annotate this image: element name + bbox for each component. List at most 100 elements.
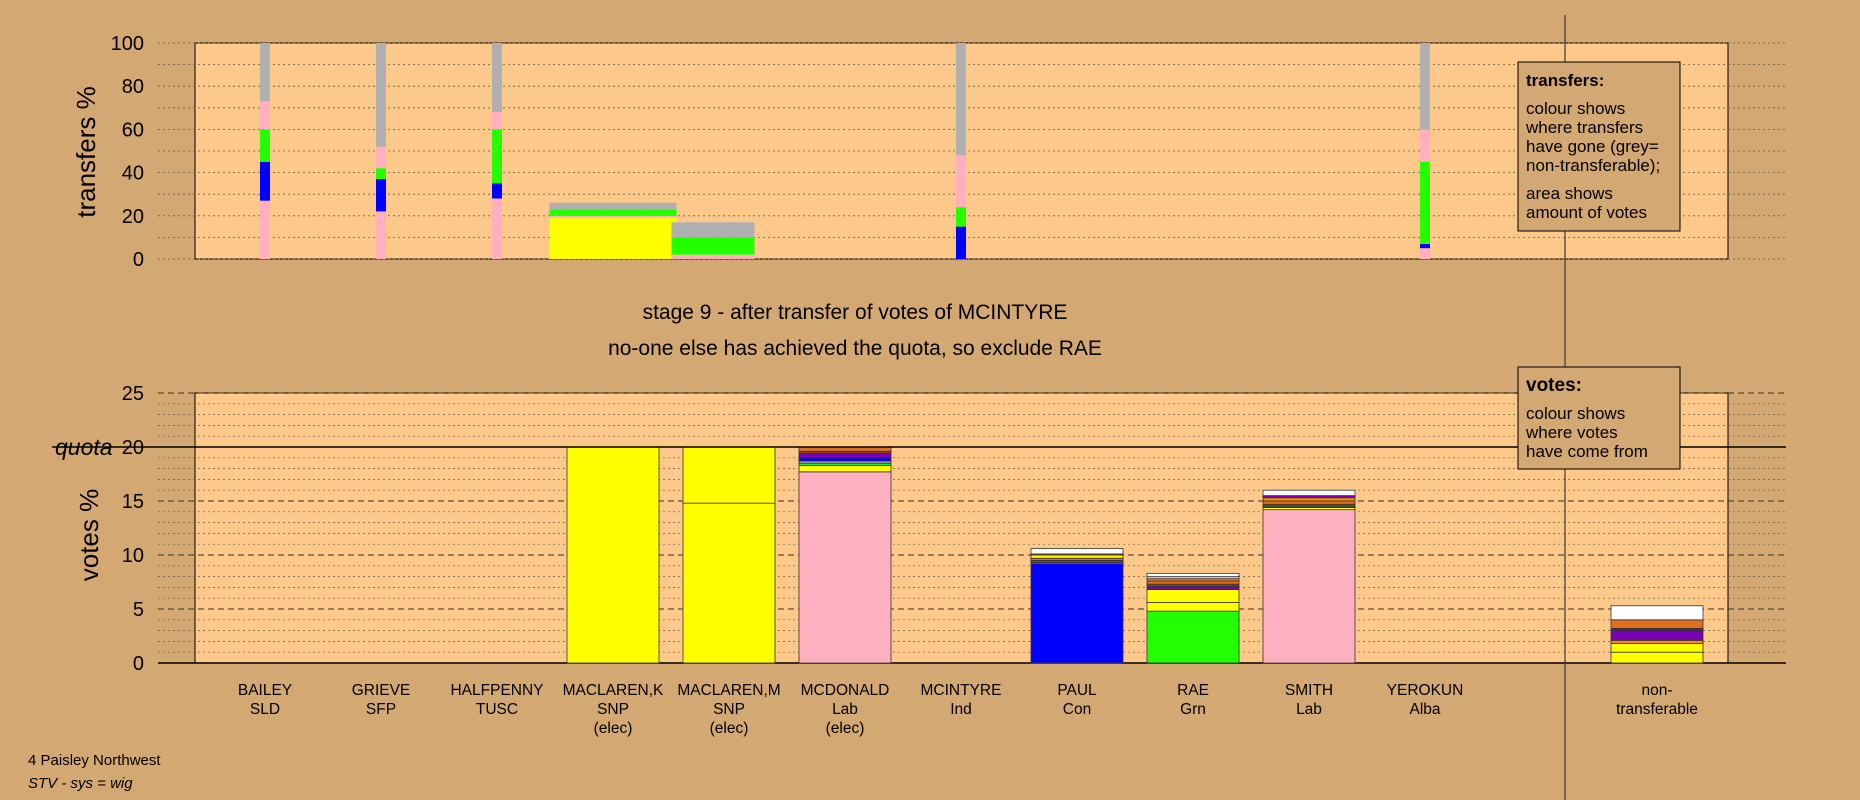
transfer-bar-halfpenny	[492, 43, 502, 259]
vote-segment	[1262, 509, 1356, 664]
votes-panel: 0 5 10 15 20 25 quota votes % BAILEY SLD GRIEVE…	[52, 383, 1786, 737]
vote-bar-mcdonald	[798, 446, 892, 664]
vote-bar-maclaren-m	[682, 446, 776, 664]
transfer-segment	[956, 155, 966, 208]
vote-bar-maclaren-k	[566, 446, 660, 664]
candidate-label: YEROKUN	[1387, 682, 1464, 699]
votes-y-tick-label: 10	[122, 545, 144, 567]
candidate-label: Lab	[832, 701, 858, 718]
transfers-bars	[260, 43, 1430, 259]
vote-segment	[1262, 489, 1356, 497]
votes-plot-area	[194, 392, 1729, 664]
votes-grid	[158, 392, 1786, 664]
transfer-segment	[260, 101, 270, 130]
transfer-bar-mcintyre	[956, 43, 966, 259]
vote-segment	[1146, 572, 1240, 577]
transfer-segment	[492, 43, 502, 113]
votes-y-tick-label: 0	[133, 653, 144, 675]
vote-segment	[798, 457, 892, 462]
transfer-segment	[1420, 129, 1430, 162]
candidate-label: (elec)	[710, 720, 749, 737]
vote-segment	[682, 446, 776, 504]
transfer-segment	[549, 209, 677, 216]
vote-segment	[798, 453, 892, 459]
candidate-label: Lab	[1296, 701, 1322, 718]
candidate-label: (elec)	[594, 720, 633, 737]
vote-segment	[1610, 630, 1704, 641]
vote-bar-smith	[1262, 489, 1356, 664]
transfer-segment	[376, 211, 386, 259]
transfer-segment	[492, 183, 502, 199]
transfer-segment	[260, 161, 270, 201]
candidate-label: HALFPENNY	[450, 682, 543, 699]
votes-y-tick-label: 15	[122, 491, 144, 513]
footer: 4 Paisley Northwest STV - sys = wig	[28, 752, 161, 792]
vote-segment	[1610, 619, 1704, 629]
candidate-label: SFP	[366, 701, 396, 718]
transfers-legend-title: transfers:	[1526, 71, 1604, 90]
system-label: STV - sys = wig	[28, 775, 133, 792]
vote-bar-paul	[1030, 548, 1124, 664]
transfers-y-ticks: 0 20 40 60 80 100	[111, 33, 144, 271]
transfers-grid	[158, 42, 1786, 260]
candidate-label: (elec)	[826, 720, 865, 737]
votes-y-tick-label: 5	[133, 599, 144, 621]
transfers-legend-line: amount of votes	[1526, 203, 1647, 222]
candidate-label: SNP	[597, 701, 629, 718]
candidate-label: MACLAREN,K	[563, 682, 664, 699]
votes-legend-line: where votes	[1525, 423, 1618, 442]
vote-segment	[1030, 548, 1124, 555]
vote-segment	[1146, 589, 1240, 603]
transfers-legend-line: area shows	[1526, 184, 1613, 203]
transfer-segment	[1420, 161, 1430, 244]
transfers-panel: 0 20 40 60 80 100 transfers %	[71, 33, 1786, 271]
constituency-label: 4 Paisley Northwest	[28, 752, 161, 769]
candidate-label: SNP	[713, 701, 745, 718]
vote-bar-rae	[1146, 572, 1240, 664]
transfer-bar-yerokun	[1420, 43, 1430, 259]
transfers-legend-line: where transfers	[1525, 118, 1643, 137]
transfer-segment	[956, 226, 966, 259]
candidate-label: GRIEVE	[352, 682, 411, 699]
transfer-segment	[260, 43, 270, 102]
transfers-y-tick-label: 60	[122, 119, 144, 141]
transfer-segment	[549, 215, 677, 218]
votes-y-tick-label: 20	[122, 437, 144, 459]
transfer-segment	[376, 168, 386, 180]
transfer-segment	[956, 207, 966, 227]
transfer-bar-bailey	[260, 43, 270, 259]
vote-segment	[1262, 500, 1356, 505]
transfer-segment	[260, 129, 270, 162]
vote-segment	[1610, 643, 1704, 653]
transfers-legend-line: non-transferable);	[1526, 156, 1660, 175]
votes-legend-title: votes:	[1526, 375, 1582, 396]
candidate-label: BAILEY	[238, 682, 292, 699]
quota-label: quota	[55, 434, 113, 460]
transfers-legend: transfers: colour shows where transfers …	[1517, 61, 1681, 232]
vote-segment	[798, 471, 892, 664]
candidate-label: SMITH	[1285, 682, 1333, 699]
transfer-segment	[956, 43, 966, 156]
candidate-label: TUSC	[476, 701, 518, 718]
transfer-segment	[492, 129, 502, 184]
vote-segment	[798, 464, 892, 473]
vote-segment	[566, 446, 660, 664]
vote-segment	[1146, 585, 1240, 590]
stage-title: stage 9 - after transfer of votes of MCI…	[643, 301, 1068, 324]
vote-segment	[1146, 602, 1240, 612]
vote-bar-non-	[1610, 605, 1704, 664]
transfer-segment	[549, 202, 677, 210]
vote-segment	[1610, 639, 1704, 644]
votes-y-axis-label: votes %	[74, 489, 104, 582]
transfer-segment	[376, 179, 386, 212]
vote-segment	[682, 502, 776, 664]
candidate-label: SLD	[250, 701, 280, 718]
votes-y-tick-label: 25	[122, 383, 144, 405]
votes-legend-line: have come from	[1526, 442, 1648, 461]
transfers-y-tick-label: 20	[122, 206, 144, 228]
transfers-y-tick-label: 100	[111, 33, 144, 55]
votes-y-ticks: 0 5 10 15 20 25	[122, 383, 144, 675]
transfers-y-tick-label: 0	[133, 249, 144, 271]
candidate-label: MACLAREN,M	[677, 682, 780, 699]
